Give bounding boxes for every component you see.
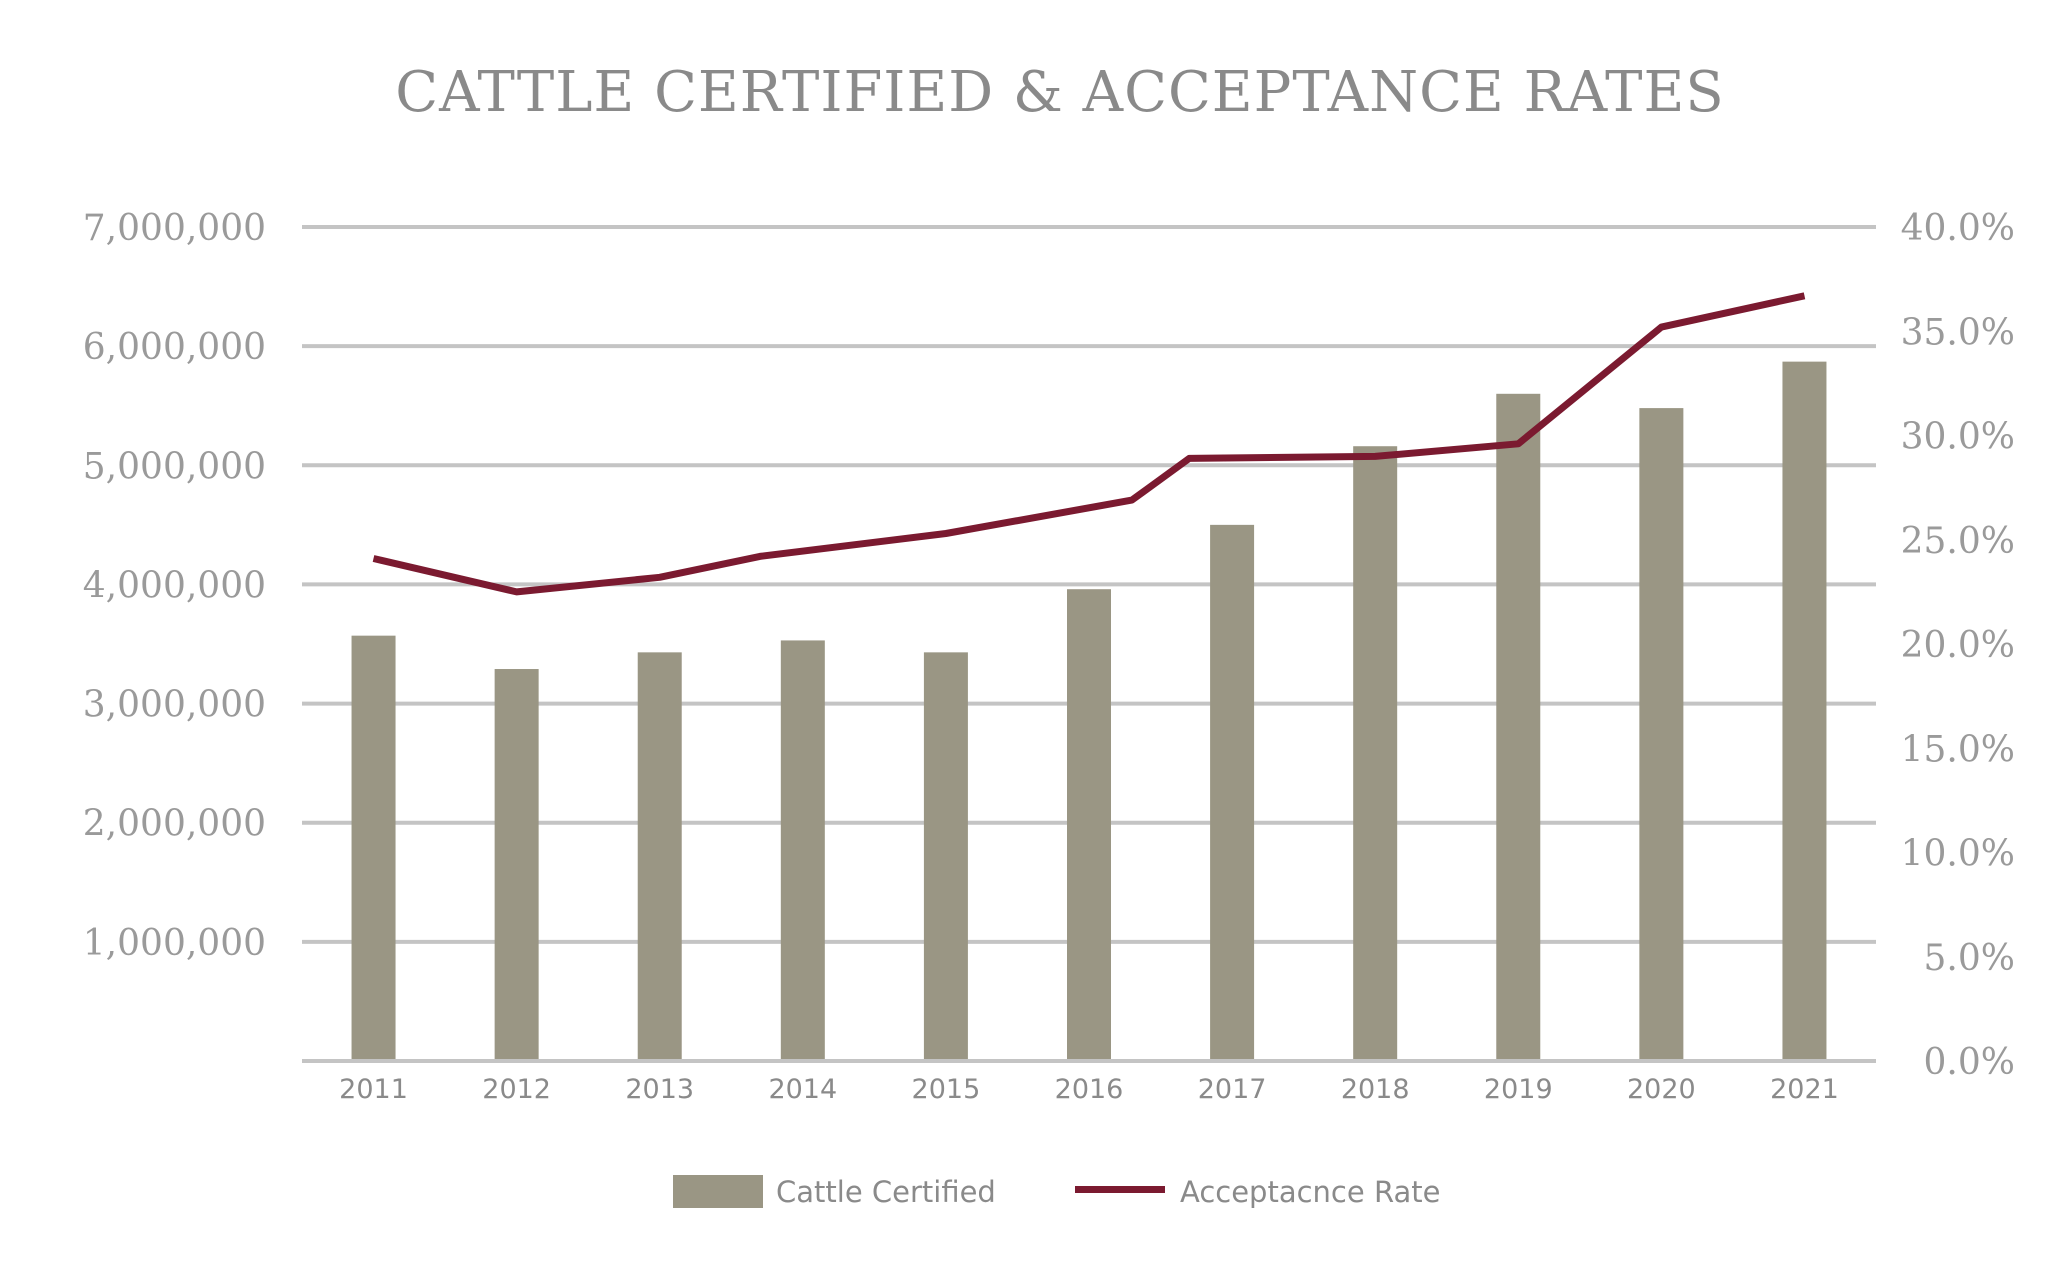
- bar-2018: [1353, 446, 1397, 1061]
- legend-swatch-acceptance-rate: [1075, 1186, 1165, 1193]
- x-tick-label: 2018: [1341, 1074, 1410, 1105]
- x-tick-label: 2015: [912, 1074, 981, 1105]
- y-right-tick-label: 0.0%: [1924, 1042, 2015, 1083]
- y-right-tick-label: 15.0%: [1901, 729, 2015, 770]
- bar-2017: [1210, 525, 1254, 1061]
- y-left-tick-label: 5,000,000: [83, 446, 266, 487]
- x-tick-label: 2017: [1198, 1074, 1267, 1105]
- y-right-tick-label: 25.0%: [1901, 521, 2015, 562]
- y-left-tick-label: 1,000,000: [83, 923, 266, 964]
- x-tick-label: 2021: [1770, 1074, 1839, 1105]
- x-tick-label: 2011: [339, 1074, 408, 1105]
- y-left-tick-label: 4,000,000: [83, 565, 266, 606]
- legend: Cattle Certified Acceptacnce Rate: [673, 1175, 1440, 1209]
- y-left-tick-label: 3,000,000: [83, 685, 266, 726]
- y-right-tick-label: 20.0%: [1901, 625, 2015, 666]
- bar-2016: [1067, 589, 1111, 1061]
- y-right-tick-label: 40.0%: [1901, 208, 2015, 249]
- x-tick-label: 2013: [625, 1074, 694, 1105]
- x-tick-label: 2020: [1627, 1074, 1696, 1105]
- x-tick-label: 2012: [482, 1074, 551, 1105]
- bar-2021: [1782, 362, 1826, 1061]
- y-left-tick-label: 2,000,000: [83, 804, 266, 845]
- y-right-tick-label: 30.0%: [1901, 417, 2015, 458]
- acceptance-rate-line: [374, 296, 1805, 592]
- y-left-tick-label: 6,000,000: [83, 327, 266, 368]
- y-left-tick-label: 7,000,000: [83, 208, 266, 249]
- bar-2013: [638, 652, 682, 1061]
- x-tick-label: 2019: [1484, 1074, 1553, 1105]
- y-axis-left: 1,000,000 2,000,000 3,000,000 4,000,000 5,00…: [83, 208, 266, 964]
- bar-2015: [924, 652, 968, 1061]
- bar-2019: [1496, 394, 1540, 1061]
- legend-label-cattle-certified: Cattle Certified: [776, 1175, 996, 1209]
- chart-title: CATTLE CERTIFIED & ACCEPTANCE RATES: [395, 60, 1725, 125]
- x-tick-label: 2014: [768, 1074, 837, 1105]
- x-tick-label: 2016: [1055, 1074, 1124, 1105]
- bar-2014: [781, 640, 825, 1061]
- y-right-tick-label: 35.0%: [1901, 312, 2015, 353]
- bar-2012: [495, 669, 539, 1061]
- y-right-tick-label: 10.0%: [1901, 834, 2015, 875]
- bar-2020: [1639, 408, 1683, 1061]
- line-series: [373, 296, 1804, 592]
- legend-swatch-cattle-certified: [673, 1175, 763, 1208]
- bar-2011: [352, 636, 396, 1061]
- y-axis-right: 0.0% 5.0% 10.0% 15.0% 20.0% 25.0% 30.0% 35.0% 40…: [1901, 208, 2015, 1083]
- y-right-tick-label: 5.0%: [1924, 938, 2015, 979]
- legend-label-acceptance-rate: Acceptacnce Rate: [1180, 1175, 1440, 1209]
- x-axis: 2011 2012 2013 2014 2015 2016 2017 2018 2019 2020…: [302, 1061, 1876, 1105]
